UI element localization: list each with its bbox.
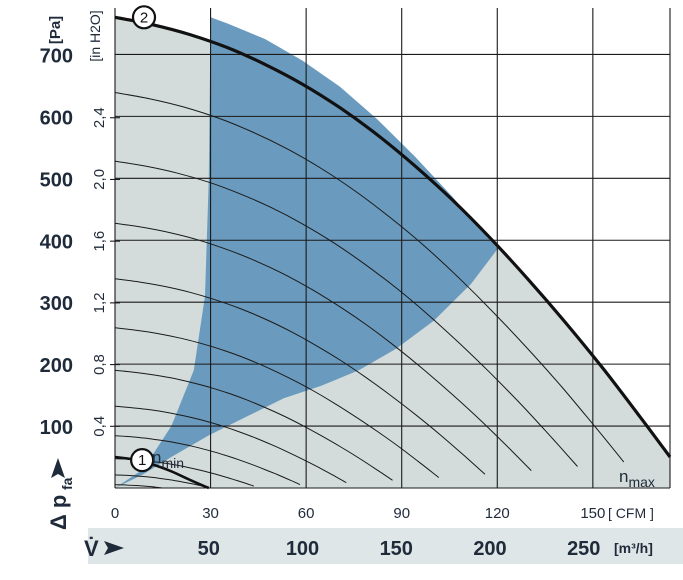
x-tick-label-cfm: 90 — [393, 505, 410, 522]
label-layer: 2 1 nmax nmin — [130, 5, 655, 490]
x-tick-label-m3h: 150 — [380, 538, 413, 560]
y-tick-label-pa: 200 — [40, 355, 73, 377]
x-tick-label-cfm: 0 — [111, 505, 119, 522]
curve-nmax — [114, 15, 672, 458]
x-ticks-cfm: 0 30 60 90 120 150 — [111, 505, 606, 522]
y-unit-inh2o-label: [in H2O] — [87, 10, 103, 61]
y-tick-text-inh2o: 0,8 — [91, 354, 108, 375]
x-tick-label-m3h: 50 — [198, 538, 220, 560]
y-tick-label-pa: 400 — [40, 231, 73, 253]
x-unit-m3h-label: [m³/h] — [614, 540, 653, 556]
y-tick-label-pa: 600 — [40, 107, 73, 129]
x-axis-band — [88, 528, 683, 564]
y-symbol: Δ p — [46, 495, 71, 530]
y-unit-pa-label: [Pa] — [47, 16, 64, 44]
curve-marker-number: 1 — [138, 452, 146, 469]
x-arrow-icon — [104, 541, 124, 555]
y-tick-label-inh2o: 0,4 — [91, 416, 108, 437]
label-nmin: nmin — [152, 448, 184, 471]
x-tick-label-m3h: 200 — [473, 538, 506, 560]
speed-curve-intermediate — [114, 474, 208, 488]
y-tick-label-pa: 500 — [40, 169, 73, 191]
y-tick-label-pa: 100 — [40, 417, 73, 439]
x-unit-cfm-label: [ CFM ] — [608, 505, 654, 521]
speed-curve-intermediate — [114, 484, 162, 489]
y-tick-label-inh2o: 2,4 — [91, 107, 108, 128]
x-symbol: V̇ — [84, 536, 99, 561]
speed-curve-intermediate — [114, 222, 532, 471]
x-tick-label-m3h: 100 — [286, 538, 319, 560]
speed-curve-intermediate — [114, 160, 578, 467]
label-nmax: nmax — [619, 467, 655, 490]
y-tick-text-inh2o: 2,4 — [91, 107, 108, 128]
x-tick-label-cfm: 150 — [580, 505, 605, 522]
x-tick-label-cfm: 60 — [298, 505, 315, 522]
x-tick-label-m3h: 250 — [567, 538, 600, 560]
x-tick-label-cfm: 120 — [485, 505, 510, 522]
x-tick-label-cfm: 30 — [202, 505, 219, 522]
y-tick-label-pa: 300 — [40, 293, 73, 315]
y-tick-text-inh2o: 1,6 — [91, 231, 108, 252]
y-tick-text-inh2o: 2,0 — [91, 169, 108, 190]
grid-layer — [114, 8, 671, 489]
y-ticks-inh2o: 0,4 0,8 1,2 1,6 2,0 2,4 — [91, 107, 120, 437]
curve-layer — [114, 15, 672, 490]
curve-marker-number: 2 — [140, 9, 148, 26]
y-tick-text-inh2o: 1,2 — [91, 292, 108, 313]
y-tick-label-inh2o: 2,0 — [91, 169, 108, 190]
curve-marker-2: 2 — [131, 5, 157, 30]
speed-curve-intermediate — [114, 435, 301, 486]
y-tick-label-inh2o: 1,6 — [91, 231, 108, 252]
curve-marker-1: 1 — [130, 448, 155, 473]
y-ticks-pa: 100 200 300 400 500 600 700 — [40, 45, 73, 439]
y-tick-label-inh2o: 0,8 — [91, 354, 108, 375]
speed-curve-intermediate — [114, 369, 393, 481]
y-arrow-icon — [51, 458, 65, 478]
speed-curve-intermediate — [114, 92, 625, 463]
speed-curve-intermediate — [114, 327, 440, 478]
y-unit-inh2o-text: [in H2O] — [87, 10, 103, 61]
y-tick-label-pa: 700 — [40, 45, 73, 67]
x-ticks-m3h: 50 100 150 200 250 — [198, 538, 601, 560]
y-tick-label-inh2o: 1,2 — [91, 292, 108, 313]
curve-marker-circle — [131, 5, 157, 30]
y-symbol-sub: fa — [59, 477, 75, 490]
speed-curve-intermediate — [114, 278, 486, 475]
speed-curve-intermediate — [114, 405, 347, 484]
y-tick-text-inh2o: 0,4 — [91, 416, 108, 437]
y-axis-symbol: Δ p fa — [46, 477, 75, 530]
curve-marker-circle — [130, 448, 155, 473]
